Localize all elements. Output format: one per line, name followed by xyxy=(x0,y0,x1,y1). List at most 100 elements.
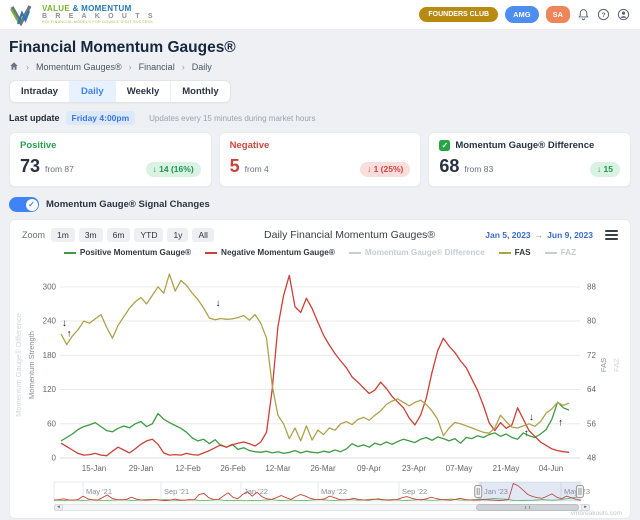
bell-icon[interactable] xyxy=(577,8,590,21)
series-positive-momentum-gauge xyxy=(60,401,570,455)
vm-logo[interactable]: VALUE & MOMENTUM B R E A K O U T S ROI F… xyxy=(10,4,156,26)
x-axis-tick: 15-Jan xyxy=(82,464,106,473)
right-axis-tick: 80 xyxy=(587,317,596,326)
nav-axis-tick: Sep '21 xyxy=(164,487,189,496)
left-axis-tick: 300 xyxy=(43,282,57,291)
legend-dash xyxy=(544,251,557,254)
home-icon[interactable] xyxy=(9,61,19,73)
nav-selection[interactable] xyxy=(478,482,580,501)
left-axis-tick: 240 xyxy=(43,317,57,326)
legend-dash xyxy=(498,251,511,254)
positive-label: Positive xyxy=(20,140,57,151)
signal-arrow-down: ↓ xyxy=(529,412,534,423)
breadcrumb-item-momentumgauges[interactable]: Momentum Gauges® xyxy=(36,62,122,72)
x-axis-tick: 09-Apr xyxy=(357,464,381,473)
zoom-1m[interactable]: 1m xyxy=(51,228,75,242)
breadcrumb-item-daily[interactable]: Daily xyxy=(191,62,212,72)
chart-menu-icon[interactable] xyxy=(605,230,618,240)
scroll-right-icon[interactable]: ▸ xyxy=(581,504,590,511)
signal-toggle-row: ✓ Momentum Gauge® Signal Changes xyxy=(9,197,631,212)
tab-daily[interactable]: Daily xyxy=(69,81,116,102)
signal-changes-toggle[interactable]: ✓ xyxy=(9,197,39,212)
negative-change-badge: ↓ 1 (25%) xyxy=(359,161,411,177)
signal-arrow-up: ↑ xyxy=(558,418,563,429)
positive-from: from 87 xyxy=(45,164,74,174)
zoom-all[interactable]: All xyxy=(192,228,214,242)
right-axis-tick: 64 xyxy=(587,385,596,394)
tab-monthly[interactable]: Monthly xyxy=(171,81,230,102)
legend-label: Momentum Gauge® Difference xyxy=(364,248,485,257)
legend-label: FAZ xyxy=(560,248,577,257)
signal-arrow-up: ↑ xyxy=(66,329,71,340)
founders-club-button[interactable]: FOUNDERS CLUB xyxy=(419,7,499,22)
signal-toggle-label: Momentum Gauge® Signal Changes xyxy=(46,199,210,210)
update-note: Updates every 15 minutes during market h… xyxy=(149,113,316,123)
range-end-input[interactable]: Jun 9, 2023 xyxy=(547,230,593,240)
tab-weekly[interactable]: Weekly xyxy=(115,81,172,102)
scrollbar-thumb[interactable] xyxy=(476,504,579,511)
breadcrumb-item-financial[interactable]: Financial xyxy=(138,62,175,72)
top-actions: FOUNDERS CLUB AMG SA ? xyxy=(419,6,630,23)
last-update-label: Last update xyxy=(9,113,60,123)
chart-scrollbar: ◂ ▸ xyxy=(54,504,590,511)
top-bar: VALUE & MOMENTUM B R E A K O U T S ROI F… xyxy=(0,0,640,30)
legend-item-fas[interactable]: FAS xyxy=(498,248,531,257)
logo-value: VALUE xyxy=(42,3,71,13)
nav-series-red xyxy=(53,482,582,501)
positive-value: 73 xyxy=(20,156,41,176)
x-axis-tick: 23-Apr xyxy=(402,464,426,473)
chart-legend: Positive Momentum Gauge® Negative Momentu… xyxy=(10,248,630,257)
zoom-ytd[interactable]: YTD xyxy=(134,228,164,242)
series-negative-momentum-gauge xyxy=(60,274,570,457)
zoom-label: Zoom xyxy=(22,230,46,240)
nav-axis-tick: May '21 xyxy=(86,487,112,496)
positive-card: Positive 73 from 87 ↓ 14 (16%) xyxy=(9,132,212,187)
positive-change-badge: ↓ 14 (16%) xyxy=(145,161,201,177)
range-arrow-icon: → xyxy=(534,230,544,240)
series-fas xyxy=(60,273,570,442)
x-axis-tick: 12-Feb xyxy=(175,464,201,473)
legend-item-momentum-gauge-difference[interactable]: Momentum Gauge® Difference xyxy=(348,248,485,257)
nav-handle-left[interactable] xyxy=(474,485,483,498)
svg-text:?: ? xyxy=(602,12,606,19)
help-icon[interactable]: ? xyxy=(597,8,610,21)
zoom-1y[interactable]: 1y xyxy=(167,228,189,242)
nav-handle-right[interactable] xyxy=(575,485,584,498)
difference-label: Momentum Gauge® Difference xyxy=(455,140,595,151)
breadcrumb-separator: › xyxy=(128,62,132,72)
legend-item-positive-momentum-gauge[interactable]: Positive Momentum Gauge® xyxy=(63,248,191,257)
range-start-input[interactable]: Jan 5, 2023 xyxy=(485,230,531,240)
x-axis-tick: 07-May xyxy=(446,464,473,473)
sa-avatar-button[interactable]: SA xyxy=(545,6,570,23)
scroll-left-icon[interactable]: ◂ xyxy=(54,504,63,511)
difference-card: ✓ Momentum Gauge® Difference 68 from 83 … xyxy=(428,132,631,187)
last-update-badge: Friday 4:00pm xyxy=(65,111,136,125)
legend-item-negative-momentum-gauge[interactable]: Negative Momentum Gauge® xyxy=(205,248,335,257)
x-axis-tick: 26-Mar xyxy=(310,464,336,473)
tab-intraday[interactable]: Intraday xyxy=(10,81,70,102)
period-tabs: Intraday Daily Weekly Monthly xyxy=(9,80,231,103)
right-axis-tick: 48 xyxy=(587,454,596,463)
negative-value: 5 xyxy=(229,156,240,176)
amg-button[interactable]: AMG xyxy=(505,6,539,23)
chart-toolbar: Zoom 1m 3m 6m YTD 1y All Daily Financial Mome… xyxy=(10,220,630,242)
chart-card: Zoom 1m 3m 6m YTD 1y All Daily Financial Mome… xyxy=(9,219,631,519)
left-axis-tick: 180 xyxy=(43,351,57,360)
right-axis-tick: 56 xyxy=(587,419,596,428)
stat-cards: Positive 73 from 87 ↓ 14 (16%) Negative … xyxy=(9,132,631,187)
logo-text: VALUE & MOMENTUM B R E A K O U T S ROI F… xyxy=(42,3,156,24)
legend-label: Negative Momentum Gauge® xyxy=(221,248,335,257)
check-icon: ✓ xyxy=(439,140,451,151)
zoom-6m[interactable]: 6m xyxy=(106,228,131,242)
toggle-check-icon: ✓ xyxy=(25,198,38,211)
negative-from: from 4 xyxy=(244,164,269,174)
x-axis-tick: 21-May xyxy=(493,464,520,473)
zoom-3m[interactable]: 3m xyxy=(78,228,103,242)
legend-item-faz[interactable]: FAZ xyxy=(544,248,577,257)
main-content: Financial Momentum Gauges® › Momentum Gau… xyxy=(0,39,640,519)
user-icon[interactable] xyxy=(617,8,630,21)
nav-axis-tick: May '22 xyxy=(321,487,347,496)
negative-card: Negative 5 from 4 ↓ 1 (25%) xyxy=(218,132,422,187)
signal-arrow-up: ↑ xyxy=(524,428,529,439)
negative-label: Negative xyxy=(229,140,270,151)
